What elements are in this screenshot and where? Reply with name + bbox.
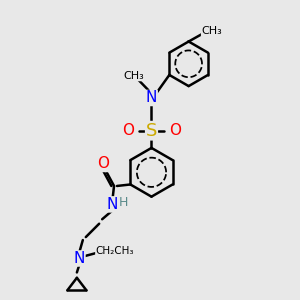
Text: N: N [146, 91, 157, 106]
Text: O: O [122, 123, 134, 138]
Text: CH₂CH₃: CH₂CH₃ [96, 246, 134, 256]
Text: N: N [74, 251, 85, 266]
Text: S: S [146, 122, 157, 140]
Text: N: N [107, 197, 118, 212]
Text: O: O [97, 157, 109, 172]
Text: CH₃: CH₃ [124, 71, 145, 81]
Text: O: O [169, 123, 181, 138]
Text: H: H [119, 196, 128, 209]
Text: CH₃: CH₃ [201, 26, 222, 36]
